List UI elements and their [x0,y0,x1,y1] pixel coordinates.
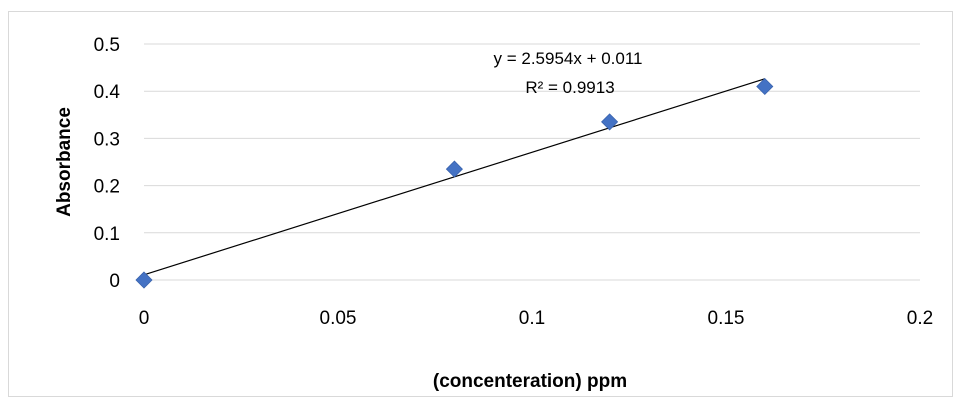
x-tick-label: 0.05 [320,308,357,329]
trendline-equation: y = 2.5954x + 0.011 [493,49,642,68]
y-tick-label: 0.2 [94,177,120,198]
chart-frame [8,11,953,397]
x-tick-label: 0.15 [708,308,745,329]
x-tick-label: 0.2 [907,308,933,329]
data-point-diamond [601,113,619,131]
data-points [135,77,774,289]
x-tick-label: 0 [139,308,150,329]
y-tick-label: 0 [109,271,120,292]
x-axis-title: (concenteration) ppm [433,371,627,392]
y-axis-title: Absorbance [54,107,75,217]
y-tick-label: 0.4 [94,82,121,103]
x-axis-ticks: 0 0.05 0.1 0.15 0.2 [139,308,934,329]
y-axis-ticks: 0 0.1 0.2 0.3 0.4 0.5 [94,35,121,292]
x-tick-label: 0.1 [519,308,545,329]
data-point-diamond [756,77,774,96]
y-tick-label: 0.5 [94,35,120,56]
gridlines [144,43,920,281]
data-point-diamond [445,160,463,178]
trendline-r2: R² = 0.9913 [525,78,614,97]
data-point-diamond [135,271,153,289]
y-tick-label: 0.1 [94,224,120,245]
y-tick-label: 0.3 [94,129,120,150]
